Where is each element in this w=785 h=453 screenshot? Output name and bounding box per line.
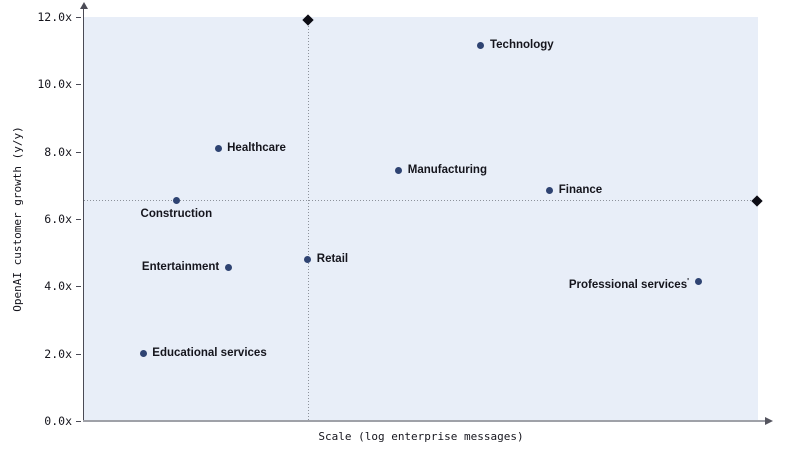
data-point-healthcare bbox=[214, 144, 222, 152]
data-point-retail bbox=[304, 255, 312, 263]
reference-line-horizontal bbox=[84, 200, 755, 202]
y-tick-label-12-0x: 12.0x bbox=[37, 10, 72, 24]
footnote-marker: ' bbox=[687, 276, 689, 286]
y-tick-label-10-0x: 10.0x bbox=[37, 77, 72, 92]
point-label-entertainment: Entertainment bbox=[141, 261, 220, 274]
plot-area bbox=[84, 17, 758, 421]
data-point-professional-services bbox=[694, 277, 702, 285]
y-tick-label-6-0x: 6.0x bbox=[44, 212, 72, 226]
point-label-educational-services: Educational services bbox=[152, 347, 267, 360]
y-tick-label-2-0x: 2.0x bbox=[44, 346, 72, 361]
y-tick-label-8-0x: 8.0x bbox=[44, 144, 72, 159]
y-axis-line bbox=[83, 8, 84, 422]
y-tick-mark bbox=[76, 151, 81, 153]
point-label-construction: Construction bbox=[140, 208, 213, 221]
y-axis-title: OpenAI customer growth (y/y) bbox=[11, 126, 24, 312]
y-tick-mark bbox=[76, 84, 81, 86]
y-tick-mark bbox=[76, 421, 81, 422]
point-label-finance: Finance bbox=[558, 183, 603, 196]
reference-line-vertical bbox=[307, 20, 309, 421]
point-label-professional-services: Professional services' bbox=[568, 276, 689, 291]
y-tick-mark bbox=[76, 219, 81, 220]
data-point-construction bbox=[172, 196, 180, 204]
point-label-retail: Retail bbox=[316, 252, 349, 265]
data-point-educational-services bbox=[139, 350, 147, 358]
y-tick-label-4-0x: 4.0x bbox=[44, 279, 72, 294]
point-label-manufacturing: Manufacturing bbox=[407, 163, 487, 176]
y-tick-label-0-0x: 0.0x bbox=[44, 414, 72, 428]
x-axis-title: Scale (log enterprise messages) bbox=[318, 430, 524, 443]
x-axis-line bbox=[83, 420, 766, 422]
y-axis-arrow-icon bbox=[80, 2, 88, 9]
y-tick-mark bbox=[76, 17, 81, 18]
y-tick-mark bbox=[76, 286, 81, 288]
data-point-technology bbox=[477, 42, 485, 50]
y-tick-mark bbox=[76, 353, 81, 355]
data-point-manufacturing bbox=[395, 166, 403, 174]
point-label-technology: Technology bbox=[489, 39, 554, 52]
data-point-finance bbox=[546, 186, 554, 194]
data-point-entertainment bbox=[224, 264, 232, 272]
x-axis-arrow-icon bbox=[765, 417, 773, 425]
point-label-healthcare: Healthcare bbox=[227, 141, 286, 154]
